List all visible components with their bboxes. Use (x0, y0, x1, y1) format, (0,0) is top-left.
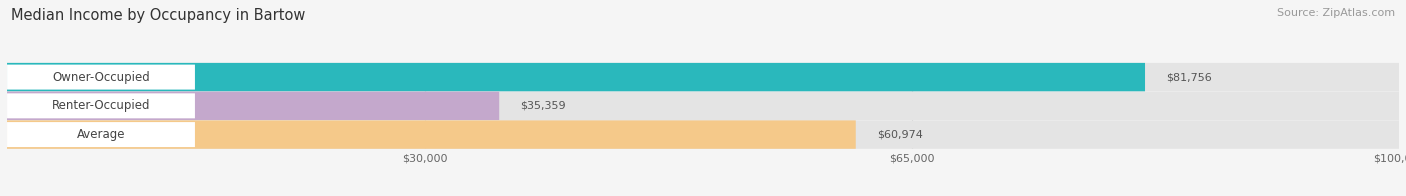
FancyBboxPatch shape (7, 92, 499, 120)
FancyBboxPatch shape (7, 65, 195, 90)
Text: Average: Average (77, 128, 125, 141)
FancyBboxPatch shape (7, 63, 1144, 91)
FancyBboxPatch shape (7, 120, 1399, 149)
Text: $60,974: $60,974 (876, 130, 922, 140)
FancyBboxPatch shape (7, 120, 856, 149)
FancyBboxPatch shape (7, 92, 1399, 120)
Text: Median Income by Occupancy in Bartow: Median Income by Occupancy in Bartow (11, 8, 305, 23)
Text: Renter-Occupied: Renter-Occupied (52, 99, 150, 112)
Text: $35,359: $35,359 (520, 101, 565, 111)
FancyBboxPatch shape (7, 93, 195, 118)
Text: $81,756: $81,756 (1166, 72, 1212, 82)
Text: Owner-Occupied: Owner-Occupied (52, 71, 150, 83)
FancyBboxPatch shape (7, 63, 1399, 91)
FancyBboxPatch shape (7, 122, 195, 147)
Text: Source: ZipAtlas.com: Source: ZipAtlas.com (1277, 8, 1395, 18)
